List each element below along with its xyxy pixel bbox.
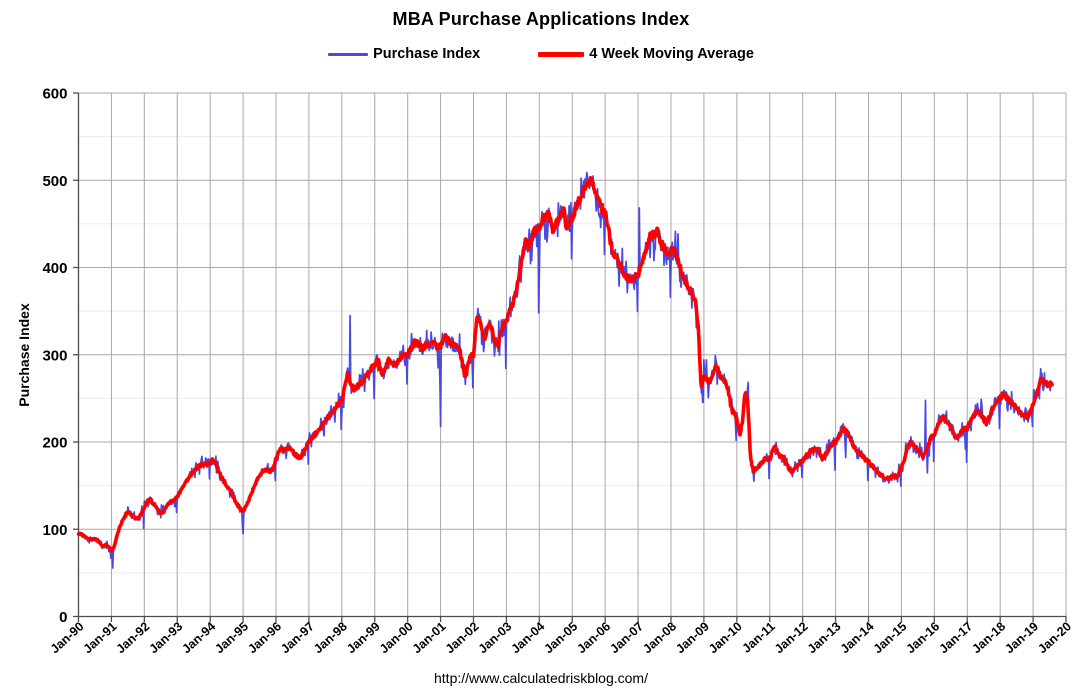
x-tick-label: Jan-12: [772, 619, 811, 656]
y-tick-label: 600: [42, 86, 67, 103]
legend-label-moving-average: 4 Week Moving Average: [589, 46, 754, 62]
y-tick-label: 400: [42, 260, 67, 277]
y-tick-label: 0: [59, 609, 67, 626]
x-tick-label: Jan-15: [871, 619, 910, 656]
x-tick-label: Jan-09: [673, 619, 712, 656]
x-tick-label: Jan-05: [542, 619, 581, 656]
x-tick-label: Jan-06: [574, 619, 613, 656]
x-tick-label: Jan-14: [838, 619, 877, 656]
x-tick-label: Jan-19: [1002, 619, 1041, 656]
tick-labels: 0100200300400500600Jan-90Jan-91Jan-92Jan…: [42, 86, 1074, 657]
x-tick-label: Jan-02: [443, 619, 482, 656]
legend: Purchase Index 4 Week Moving Average: [0, 46, 1082, 62]
x-tick-label: Jan-97: [278, 619, 317, 656]
x-tick-label: Jan-98: [311, 619, 350, 656]
x-tick-label: Jan-96: [245, 619, 284, 656]
x-tick-label: Jan-10: [706, 619, 745, 656]
moving-average-line: [76, 176, 1054, 553]
x-tick-label: Jan-99: [344, 619, 383, 656]
axes: [73, 92, 1067, 622]
x-tick-label: Jan-93: [147, 619, 186, 656]
legend-label-purchase-index: Purchase Index: [373, 46, 481, 62]
legend-item-purchase-index: Purchase Index: [328, 46, 480, 62]
moving-average-line-swatch: [538, 51, 585, 57]
x-tick-label: Jan-20: [1035, 619, 1074, 656]
x-tick-label: Jan-95: [212, 619, 251, 656]
x-tick-label: Jan-94: [179, 619, 218, 656]
x-tick-label: Jan-08: [640, 619, 679, 656]
series-lines: [76, 171, 1054, 569]
legend-item-moving-average: 4 Week Moving Average: [538, 46, 754, 62]
y-tick-label: 200: [42, 435, 67, 452]
x-tick-label: Jan-13: [805, 619, 844, 656]
y-tick-label: 500: [42, 173, 67, 190]
x-tick-label: Jan-91: [81, 619, 120, 656]
x-tick-label: Jan-00: [377, 619, 416, 656]
y-tick-label: 300: [42, 347, 67, 364]
x-tick-label: Jan-92: [114, 619, 153, 656]
chart-title: MBA Purchase Applications Index: [392, 9, 690, 29]
x-tick-label: Jan-11: [740, 619, 778, 655]
x-tick-label: Jan-03: [476, 619, 515, 656]
x-tick-label: Jan-04: [509, 619, 548, 656]
purchase-index-line: [77, 171, 1053, 569]
x-tick-label: Jan-01: [410, 619, 449, 656]
source-url: http://www.calculatedriskblog.com/: [434, 670, 648, 686]
gridlines-major: [78, 92, 1067, 617]
x-tick-label: Jan-16: [904, 619, 943, 656]
y-tick-label: 100: [42, 522, 67, 539]
x-tick-label: Jan-18: [969, 619, 1008, 656]
purchase-index-line-swatch: [328, 52, 369, 56]
x-tick-label: Jan-17: [937, 619, 976, 656]
x-tick-label: Jan-07: [607, 619, 646, 656]
